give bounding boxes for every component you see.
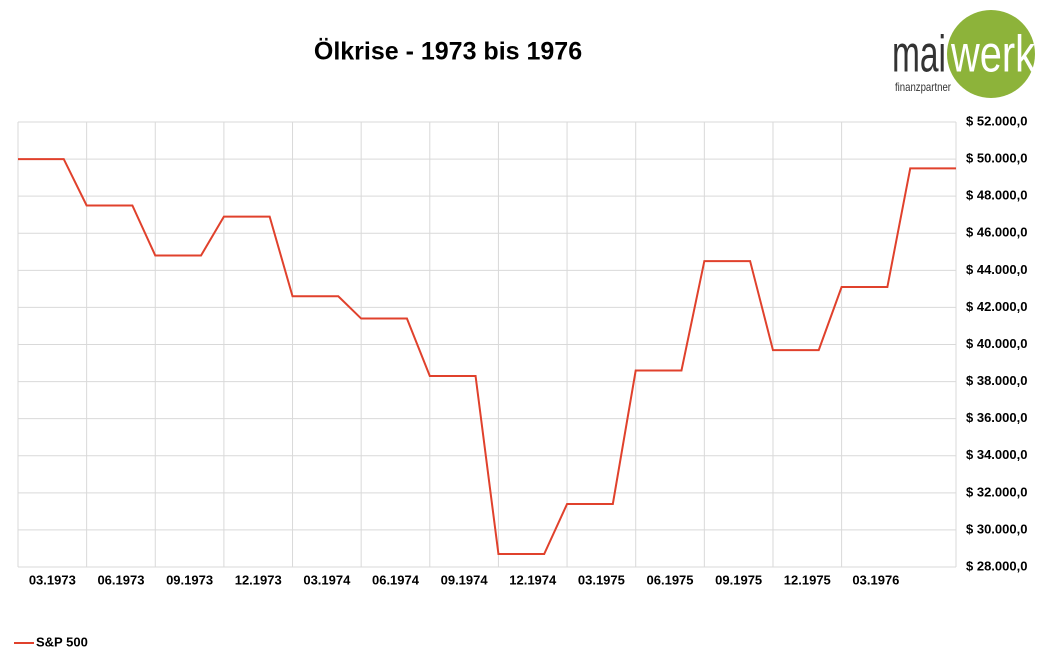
x-tick-label: 12.1973: [235, 572, 282, 587]
y-tick-label: $ 42.000,0: [966, 299, 1027, 314]
x-tick-label: 03.1976: [852, 572, 899, 587]
x-tick-label: 06.1973: [97, 572, 144, 587]
logo: mai werk finanzpartner: [892, 10, 1036, 98]
x-tick-label: 06.1974: [372, 572, 420, 587]
x-tick-label: 12.1975: [784, 572, 831, 587]
x-tick-label: 03.1975: [578, 572, 625, 587]
y-tick-label: $ 36.000,0: [966, 410, 1027, 425]
line-series: [18, 158, 956, 556]
x-tick-label: 09.1973: [166, 572, 213, 587]
chart-title: Ölkrise - 1973 bis 1976: [314, 37, 582, 66]
y-tick-label: $ 30.000,0: [966, 521, 1027, 536]
y-tick-label: $ 40.000,0: [966, 336, 1027, 351]
y-tick-label: $ 44.000,0: [966, 262, 1027, 277]
x-tick-label: 03.1974: [303, 572, 351, 587]
x-tick-label: 12.1974: [509, 572, 557, 587]
y-tick-label: $ 50.000,0: [966, 151, 1027, 166]
legend-label: S&P 500: [36, 634, 88, 649]
y-tick-label: $ 28.000,0: [966, 558, 1027, 573]
y-tick-label: $ 34.000,0: [966, 447, 1027, 462]
x-tick-label: 09.1975: [715, 572, 762, 587]
logo-brand-left: mai: [892, 26, 946, 84]
y-tick-label: $ 48.000,0: [966, 188, 1027, 203]
x-tick-label: 03.1973: [29, 572, 76, 587]
logo-tagline: finanzpartner: [895, 80, 951, 94]
x-tick-label: 06.1975: [647, 572, 694, 587]
y-tick-label: $ 32.000,0: [966, 484, 1027, 499]
logo-circle: [947, 10, 1035, 98]
logo-brand-right: werk: [950, 26, 1036, 84]
x-tick-label: 09.1974: [441, 572, 489, 587]
y-tick-label: $ 38.000,0: [966, 373, 1027, 388]
y-tick-label: $ 52.000,0: [966, 113, 1027, 128]
y-tick-label: $ 46.000,0: [966, 225, 1027, 240]
